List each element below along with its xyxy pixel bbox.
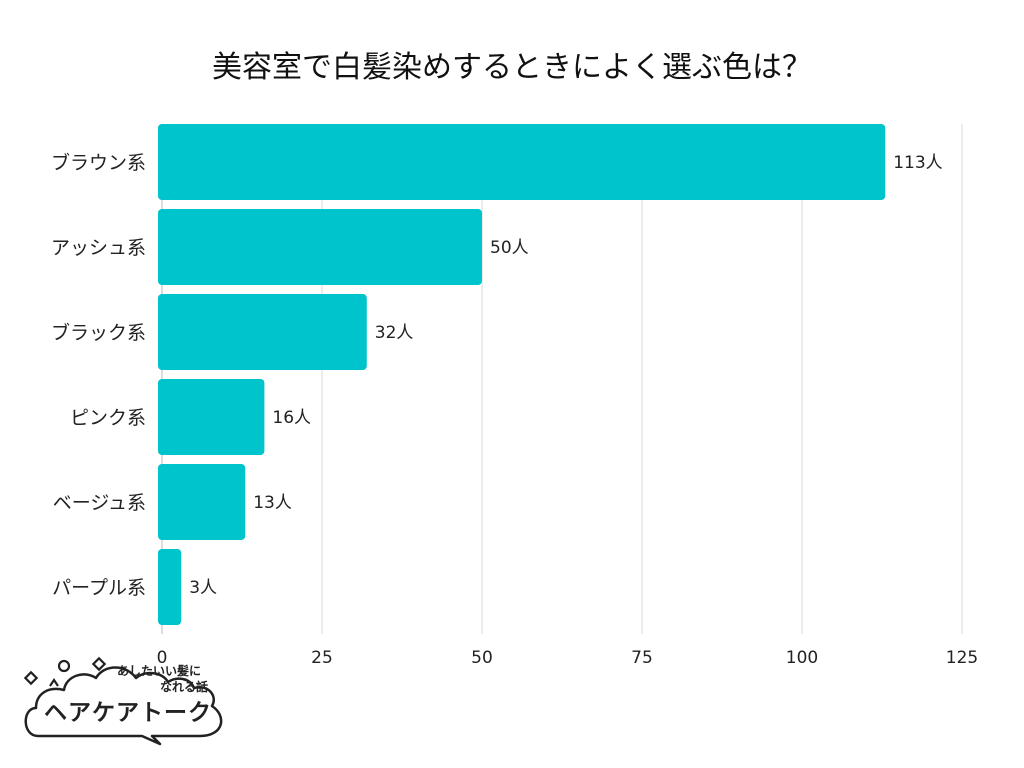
x-tick-label: 100 xyxy=(786,648,818,668)
x-tick-label: 0 xyxy=(157,648,168,668)
bar xyxy=(158,209,482,285)
x-tick-label: 50 xyxy=(471,648,493,668)
value-label: 3人 xyxy=(189,578,217,598)
category-label: ベージュ系 xyxy=(53,492,146,514)
bar xyxy=(158,549,182,625)
logo-tagline-2: なれる話 xyxy=(160,680,209,694)
value-label: 50人 xyxy=(490,238,529,258)
category-label: ブラック系 xyxy=(51,321,146,344)
category-label: パープル系 xyxy=(52,577,146,599)
bar xyxy=(158,294,367,370)
value-label: 113人 xyxy=(893,153,942,173)
logo-name: ヘアケアトーク xyxy=(44,700,212,726)
x-tick-label: 75 xyxy=(631,648,653,668)
gridlines xyxy=(161,124,963,634)
x-tick-label: 25 xyxy=(311,648,333,668)
bar xyxy=(158,124,886,200)
category-label: アッシュ系 xyxy=(51,237,146,259)
category-label: ブラウン系 xyxy=(51,151,146,174)
category-label: ピンク系 xyxy=(70,407,146,429)
value-label: 16人 xyxy=(272,408,311,428)
chart-title: 美容室で白髪染めするときによく選ぶ色は？ xyxy=(212,50,812,85)
bars xyxy=(158,124,886,625)
value-label: 13人 xyxy=(253,493,292,513)
bar xyxy=(158,464,246,540)
logo-tagline-1: あしたいい髪に xyxy=(117,664,202,678)
speech-bubble-icon xyxy=(23,656,223,746)
value-label: 32人 xyxy=(375,323,414,343)
x-tick-label: 125 xyxy=(946,648,978,668)
hair-care-talk-logo: あしたいい髪に なれる話 ヘアケアトーク xyxy=(22,656,232,746)
bar xyxy=(158,379,265,455)
